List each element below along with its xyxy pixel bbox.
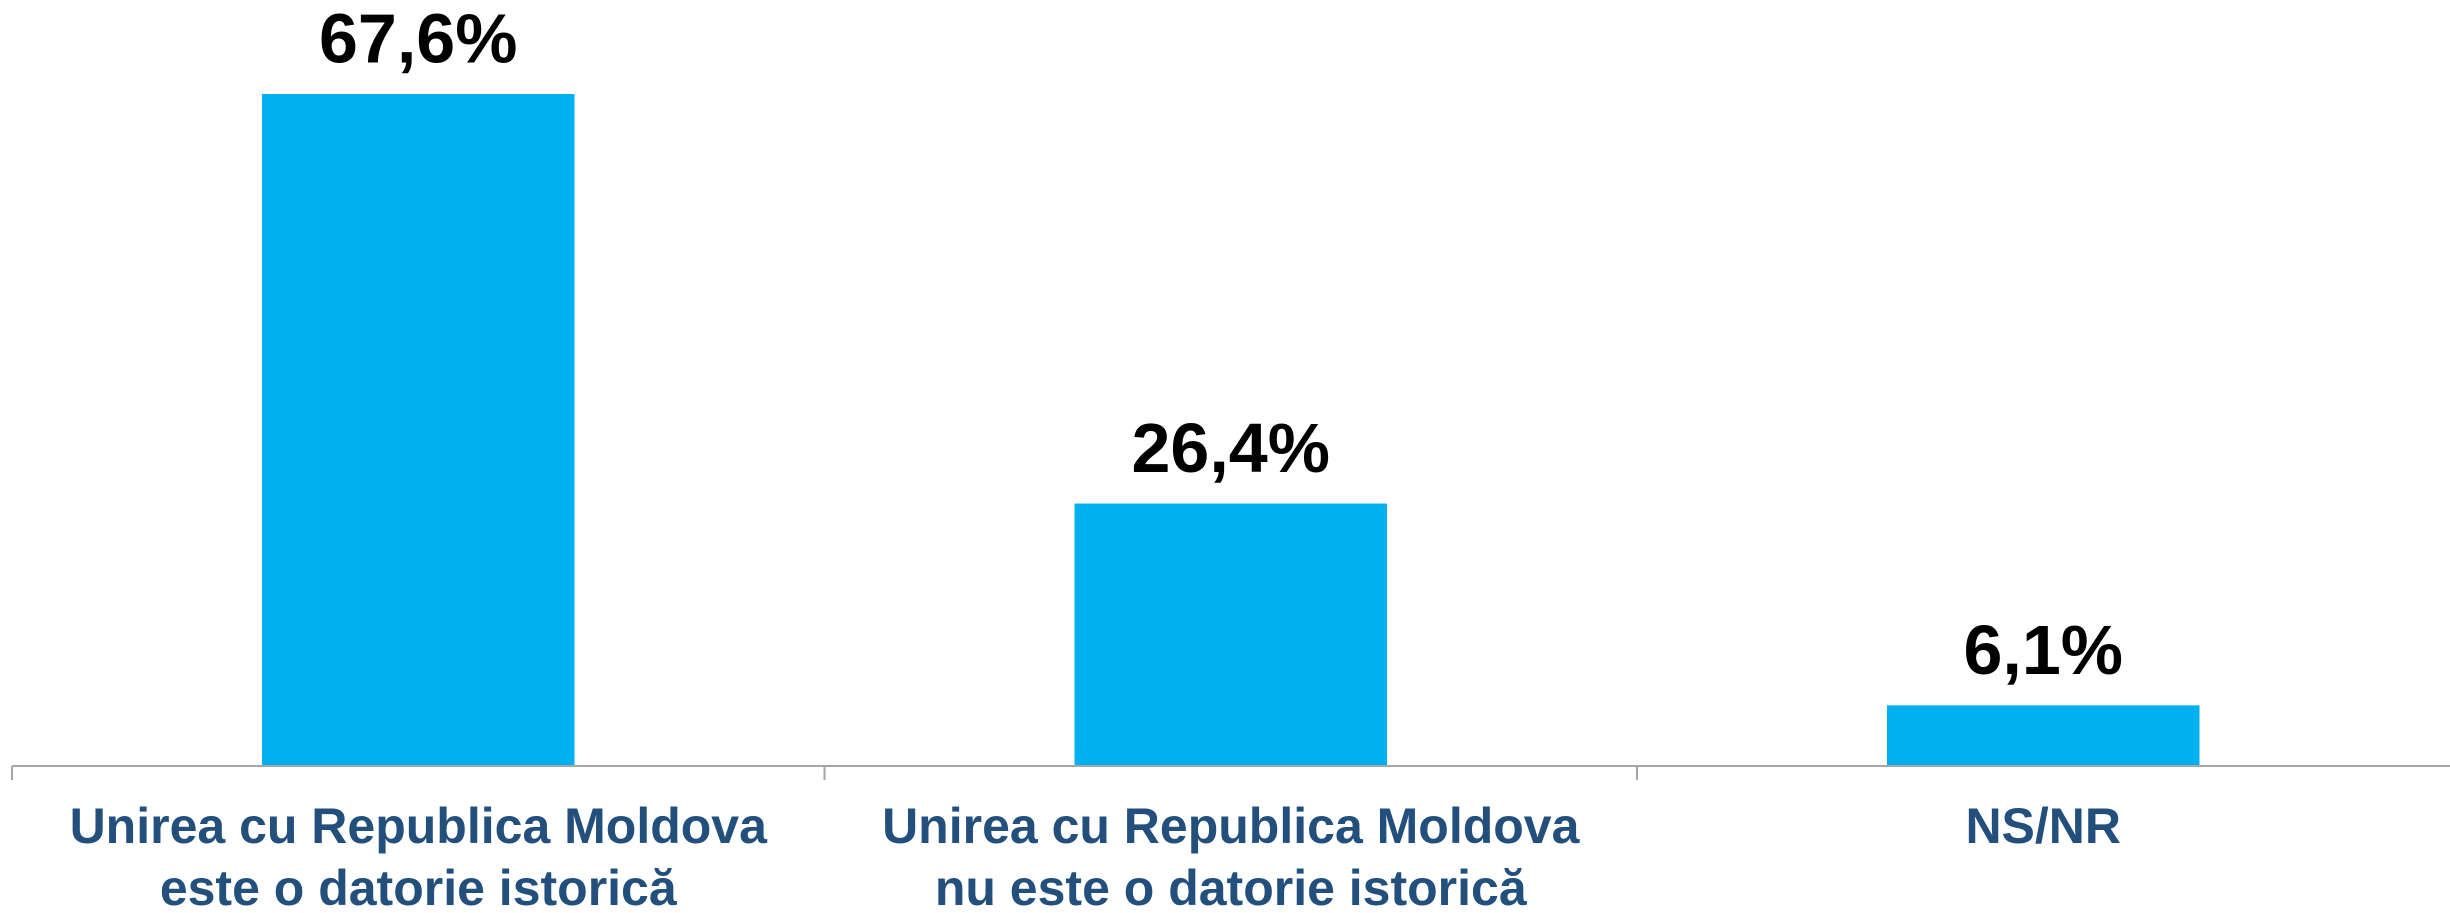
bar [1887, 705, 2200, 766]
data-label: 26,4% [1132, 409, 1330, 487]
data-label: 67,6% [319, 0, 517, 77]
x-tick-label: NS/NR [1965, 798, 2121, 854]
bar [1074, 503, 1387, 766]
data-label: 6,1% [1963, 611, 2123, 689]
bar [262, 94, 575, 766]
x-tick-label: nu este o datorie istorică [935, 860, 1528, 913]
x-tick-label: Unirea cu Republica Moldova [882, 798, 1581, 854]
x-tick-label: este o datorie istorică [160, 860, 678, 913]
x-tick-label: Unirea cu Republica Moldova [70, 798, 769, 854]
